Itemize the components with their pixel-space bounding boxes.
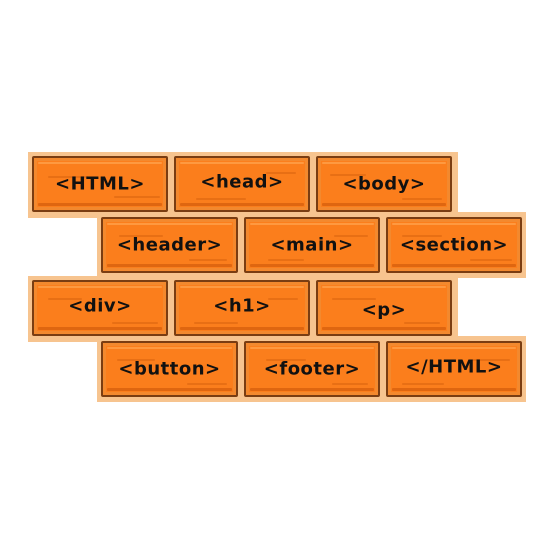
brick-label: <h1> (213, 295, 271, 317)
brick-section: <section> (386, 217, 522, 273)
brick-label: <footer> (263, 358, 361, 380)
brick-html-close: </HTML> (386, 341, 522, 397)
brick-main: <main> (244, 217, 380, 273)
brick-label: </HTML> (405, 356, 503, 378)
wood-grain (119, 235, 163, 237)
brick-label: <main> (270, 234, 354, 256)
wood-grain (194, 322, 238, 324)
wood-grain (268, 298, 298, 300)
wood-grain (266, 359, 306, 361)
wood-grain (402, 198, 442, 200)
brick-label: <button> (118, 358, 221, 380)
brick-label: <p> (361, 299, 407, 321)
brick-html-open: <HTML> (32, 156, 168, 212)
brick-label: <head> (200, 171, 284, 193)
wood-grain (48, 298, 82, 300)
brick-label: <body> (342, 173, 426, 195)
brick-label: <section> (399, 234, 509, 256)
brick-h1: <h1> (174, 280, 310, 336)
brick-footer: <footer> (244, 341, 380, 397)
wood-grain (189, 259, 227, 261)
brick-label: <div> (68, 295, 132, 317)
wood-grain (187, 383, 227, 385)
wood-grain (332, 298, 376, 300)
wood-grain (330, 174, 366, 176)
brick-header: <header> (101, 217, 238, 273)
brick-label: <HTML> (55, 173, 145, 195)
brick-body: <body> (316, 156, 452, 212)
wood-grain (196, 198, 246, 200)
wood-grain (472, 359, 510, 361)
wood-grain (114, 196, 160, 198)
wood-grain (268, 259, 304, 261)
wood-grain (332, 383, 368, 385)
wood-grain (404, 322, 440, 324)
wood-grain (117, 359, 155, 361)
brick-label: <header> (116, 234, 223, 256)
wood-grain (402, 235, 442, 237)
brick-button: <button> (101, 341, 238, 397)
brick-head: <head> (174, 156, 310, 212)
wood-grain (334, 235, 368, 237)
wood-grain (402, 383, 444, 385)
wood-grain (112, 322, 158, 324)
wood-grain (48, 176, 88, 178)
brick-p: <p> (316, 280, 452, 336)
wood-grain (470, 259, 512, 261)
wood-grain (266, 172, 296, 174)
brick-div: <div> (32, 280, 168, 336)
